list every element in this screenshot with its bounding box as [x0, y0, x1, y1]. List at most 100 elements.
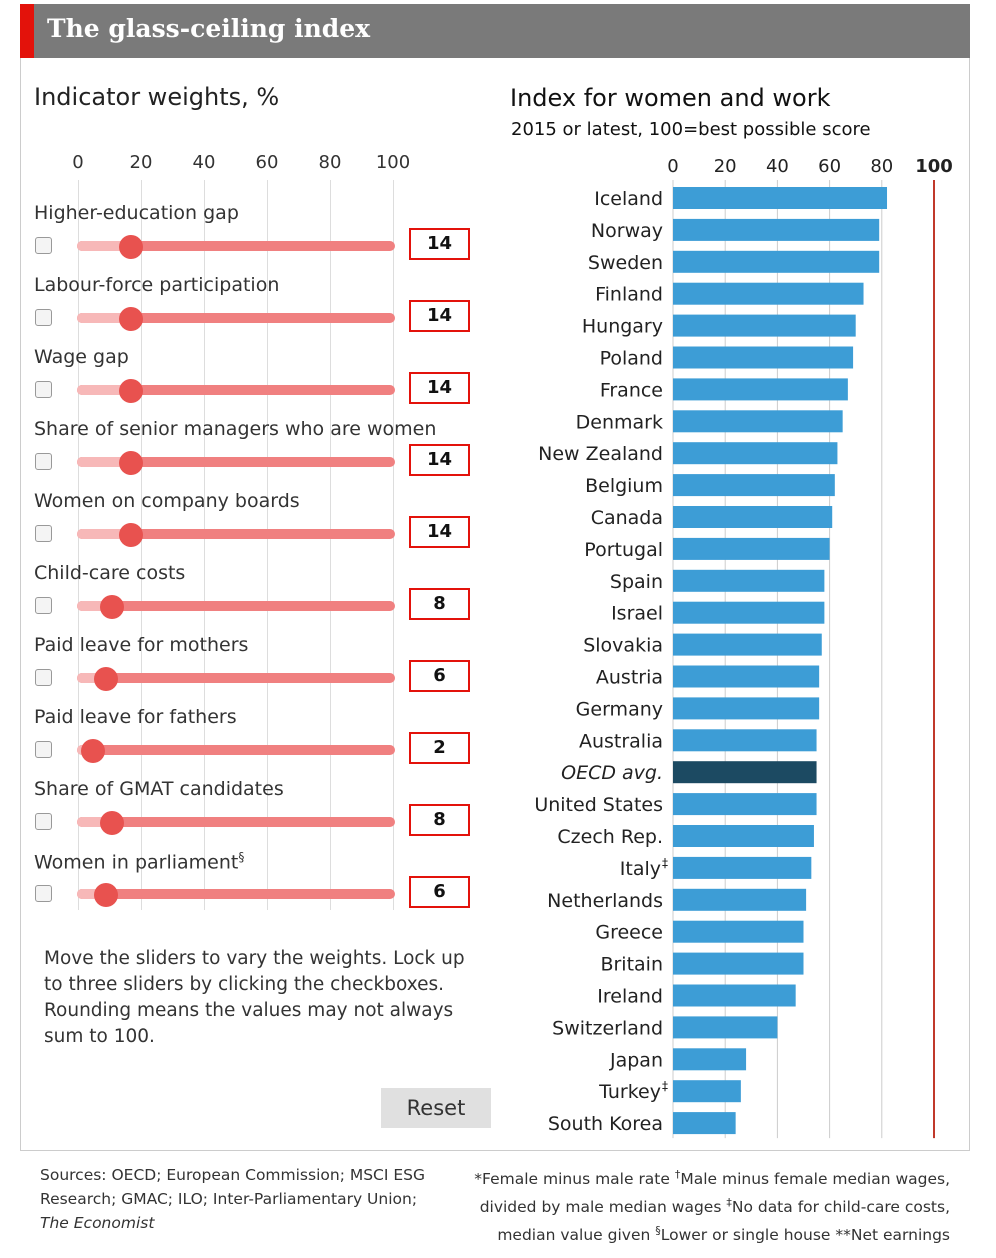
slider-handle[interactable] — [119, 235, 144, 259]
slider-track[interactable] — [77, 385, 395, 395]
lock-checkbox[interactable] — [35, 453, 52, 470]
weight-scale-tick: 0 — [72, 152, 84, 173]
category-label: South Korea — [548, 1113, 663, 1135]
lock-checkbox[interactable] — [35, 237, 52, 254]
lock-checkbox[interactable] — [35, 885, 52, 902]
slider-track[interactable] — [77, 457, 395, 467]
indicator-label-text: Child-care costs — [34, 562, 186, 584]
lock-checkbox[interactable] — [35, 381, 52, 398]
slider-handle[interactable] — [81, 739, 106, 763]
slider-handle[interactable] — [119, 523, 144, 547]
slider-handle[interactable] — [100, 811, 125, 835]
bar-germany — [673, 697, 820, 720]
weight-value-box[interactable]: 14 — [409, 372, 470, 404]
slider-track[interactable] — [77, 313, 395, 323]
slider-track[interactable] — [77, 529, 395, 539]
category-label: Belgium — [585, 475, 663, 497]
category-label: Portugal — [584, 539, 663, 561]
category-label: Greece — [595, 922, 663, 944]
slider-handle[interactable] — [93, 883, 118, 907]
bar-belgium — [673, 474, 835, 497]
footnote-text: median value given — [497, 1226, 656, 1245]
x-tick-label: 40 — [766, 156, 789, 177]
weight-value-box[interactable]: 14 — [409, 516, 470, 548]
lock-checkbox[interactable] — [35, 741, 52, 758]
weight-value-box[interactable]: 2 — [409, 732, 470, 764]
bar-israel — [673, 601, 825, 624]
index-bar-chart: 0 20 40 60 80 100 Iceland Norway Sweden Finland Hu… — [534, 156, 953, 1139]
slider-track[interactable] — [77, 673, 395, 683]
footnote-line-1: *Female minus male rate †Male minus fema… — [474, 1163, 950, 1191]
weight-scale-tick: 60 — [255, 152, 279, 173]
indicator-label: Labour-force participation — [34, 274, 279, 296]
lock-checkbox[interactable] — [35, 669, 52, 686]
x-tick-label: 0 — [667, 156, 678, 177]
slider-fill — [77, 529, 123, 539]
category-label: France — [600, 379, 663, 401]
lock-checkbox[interactable] — [35, 525, 52, 542]
weight-scale-tick: 40 — [192, 152, 216, 173]
category-label: Australia — [579, 730, 663, 752]
slider-track[interactable] — [77, 889, 395, 899]
category-label: Israel — [611, 603, 663, 625]
weight-value-box[interactable]: 8 — [409, 804, 470, 836]
slider-track[interactable] — [77, 601, 395, 611]
weight-value-box[interactable]: 6 — [409, 660, 470, 692]
bar-switzerland — [673, 1016, 778, 1039]
category-label: Canada — [591, 507, 663, 529]
slider-track[interactable] — [77, 241, 395, 251]
indicator-label: Share of senior managers who are women — [34, 418, 436, 440]
slider-handle[interactable] — [100, 595, 125, 619]
panel-frame — [20, 58, 970, 1151]
slider-fill — [77, 457, 123, 467]
bar-portugal — [673, 537, 830, 560]
slider-track[interactable] — [77, 817, 395, 827]
chart-subtitle: 2015 or latest, 100=best possible score — [511, 119, 871, 140]
indicator-label-text: Women in parliament — [34, 851, 239, 874]
slider-track[interactable] — [77, 745, 395, 755]
bar-japan — [673, 1048, 747, 1071]
weight-value-box[interactable]: 14 — [409, 300, 470, 332]
category-label: Austria — [596, 667, 663, 689]
footnote-text: Male minus female median wages, — [680, 1170, 950, 1189]
bar-ireland — [673, 984, 796, 1007]
weight-scale-tick: 80 — [318, 152, 342, 173]
category-footnote-mark: ‡ — [662, 1079, 668, 1093]
bar-new-zealand — [673, 442, 838, 465]
slider-handle[interactable] — [93, 667, 118, 691]
x-tick-label: 60 — [818, 156, 841, 177]
bar-oecd-avg — [673, 761, 817, 784]
slider-handle[interactable] — [119, 451, 144, 475]
indicator-label: Child-care costs — [34, 562, 185, 584]
bar-austria — [673, 665, 820, 688]
weight-scale-tick: 20 — [129, 152, 153, 173]
sources-note: Sources: OECD; European Commission; MSCI… — [40, 1163, 425, 1235]
weight-value-box[interactable]: 6 — [409, 876, 470, 908]
lock-checkbox[interactable] — [35, 309, 52, 326]
bar-hungary — [673, 314, 856, 337]
slider-handle[interactable] — [119, 379, 144, 403]
weight-value-box[interactable]: 8 — [409, 588, 470, 620]
category-footnote-mark: ‡ — [662, 856, 668, 870]
bar-canada — [673, 506, 833, 528]
footnote-mark: § — [238, 850, 245, 864]
indicator-label: Higher-education gap — [34, 202, 239, 224]
slider-fill — [77, 817, 104, 827]
slider-fill — [77, 385, 123, 395]
indicator-label: Women on company boards — [34, 490, 300, 512]
footnote-text: No data for child-care costs, — [731, 1198, 950, 1217]
lock-checkbox[interactable] — [35, 597, 52, 614]
weight-value-box[interactable]: 14 — [409, 444, 470, 476]
slider-fill — [77, 313, 123, 323]
reset-button[interactable]: Reset — [381, 1088, 491, 1128]
bar-south-korea — [673, 1112, 736, 1135]
weight-gridline — [141, 180, 142, 910]
weights-heading: Indicator weights, % — [34, 83, 280, 111]
lock-checkbox[interactable] — [35, 813, 52, 830]
dagger-mark: † — [674, 1168, 681, 1181]
slider-handle[interactable] — [119, 307, 144, 331]
weight-value-box[interactable]: 14 — [409, 228, 470, 260]
double-dagger-mark: ‡ — [726, 1196, 732, 1210]
category-label: Britain — [600, 954, 663, 976]
indicator-label: Paid leave for mothers — [34, 634, 248, 656]
